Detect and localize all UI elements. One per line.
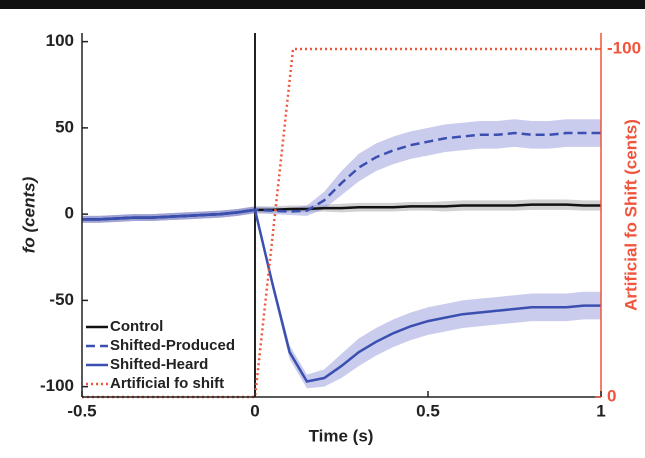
y-tick-label: 100 [46,31,74,50]
y-tick-label: -50 [49,290,74,309]
legend-label: Control [110,318,163,335]
x-axis-label: Time (s) [309,426,374,445]
error-band [82,119,601,223]
series-line [82,208,601,383]
legend-label: Shifted-Heard [110,356,208,373]
x-tick-label: 0.5 [416,401,440,420]
top-bar [0,0,645,9]
y-tick-label: 50 [55,117,74,136]
x-tick-label: 1 [596,401,605,420]
y-tick-label: 0 [65,204,74,223]
x-tick-label: 0 [250,401,259,420]
x-tick-label: -0.5 [67,401,96,420]
y2-axis-label: Artificial fo Shift (cents) [621,119,640,311]
y-tick-label: -100 [40,376,74,395]
y2-tick-label: -100 [607,38,641,57]
error-band [82,206,601,389]
y2-tick-label: 0 [607,386,616,405]
legend-label: Artificial fo shift [110,375,224,392]
legend-label: Shifted-Produced [110,337,235,354]
y-axis-label: fo (cents) [19,176,38,253]
